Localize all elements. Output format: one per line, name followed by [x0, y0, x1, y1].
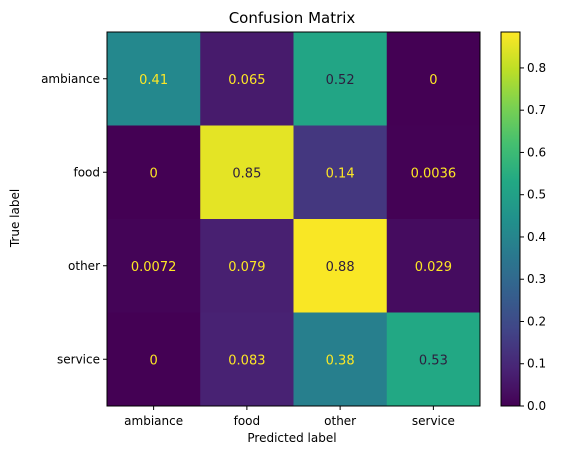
cell-value-label: 0.88 [326, 260, 355, 275]
x-tick-label: ambiance [124, 414, 183, 428]
colorbar-gradient [500, 31, 521, 407]
heatmap-cell [200, 312, 294, 407]
heatmap-cell [293, 32, 388, 126]
x-axis: ambiance food other service [124, 406, 455, 428]
cell-value-label: 0.53 [419, 353, 448, 368]
colorbar-tick-label: 0.0 [527, 399, 546, 413]
heatmap-cell [293, 312, 388, 407]
cell-value-label: 0.85 [232, 166, 261, 181]
heatmap-cell [293, 125, 388, 220]
colorbar: 0.0 0.1 0.2 0.3 0.4 0.5 0.6 0.7 0.8 [500, 31, 546, 413]
cell-value-label: 0.083 [228, 353, 265, 368]
x-axis-label: Predicted label [247, 431, 336, 445]
heatmap-cell [386, 312, 481, 407]
heatmap-cell [386, 32, 481, 126]
colorbar-tick-label: 0.1 [527, 357, 546, 371]
heatmap-cell [386, 125, 481, 220]
cell-value-label: 0.079 [228, 260, 265, 275]
cell-value-label: 0.0072 [131, 260, 177, 275]
heatmap-cell [200, 125, 294, 220]
y-axis: ambiance food other service [41, 72, 107, 366]
cell-value-label: 0.065 [228, 73, 265, 88]
cell-value-label: 0.52 [326, 73, 355, 88]
colorbar-tick-label: 0.8 [527, 61, 546, 75]
cell-value-label: 0 [149, 166, 157, 181]
y-axis-label: True label [8, 189, 22, 248]
x-tick-label: food [234, 414, 261, 428]
y-tick-label: food [73, 165, 100, 179]
plot-frame [106, 31, 481, 407]
heatmap-cell [107, 32, 201, 126]
colorbar-tick-label: 0.7 [527, 103, 546, 117]
colorbar-tick-label: 0.6 [527, 145, 546, 159]
cell-value-label: 0.029 [415, 260, 452, 275]
cell-value-label: 0.41 [139, 73, 168, 88]
colorbar-tick-label: 0.2 [527, 314, 546, 328]
x-tick-label: service [412, 414, 455, 428]
cell-value-label: 0 [149, 353, 157, 368]
chart-title: Confusion Matrix [229, 9, 356, 27]
heatmap-cell [293, 219, 388, 313]
cell-value-label: 0 [429, 73, 437, 88]
heatmap-cell [200, 219, 294, 313]
x-tick-label: other [324, 414, 356, 428]
heatmap-cell [107, 312, 201, 407]
heatmap-grid: 0.41 0.065 0.52 0 0 0.85 0.14 0.0036 0.0072 0.079… [106, 31, 481, 407]
y-tick-label: ambiance [41, 72, 100, 86]
heatmap-cell [200, 32, 294, 126]
y-tick-label: service [57, 352, 100, 366]
heatmap-cell [107, 219, 201, 313]
colorbar-tick-label: 0.5 [527, 188, 546, 202]
cell-value-label: 0.0036 [411, 166, 457, 181]
colorbar-tick-label: 0.3 [527, 272, 546, 286]
y-tick-label: other [68, 259, 100, 273]
cell-value-label: 0.14 [326, 166, 355, 181]
colorbar-tick-label: 0.4 [527, 230, 546, 244]
heatmap-cell [386, 219, 481, 313]
heatmap-cell [107, 125, 201, 220]
cell-value-label: 0.38 [326, 353, 355, 368]
